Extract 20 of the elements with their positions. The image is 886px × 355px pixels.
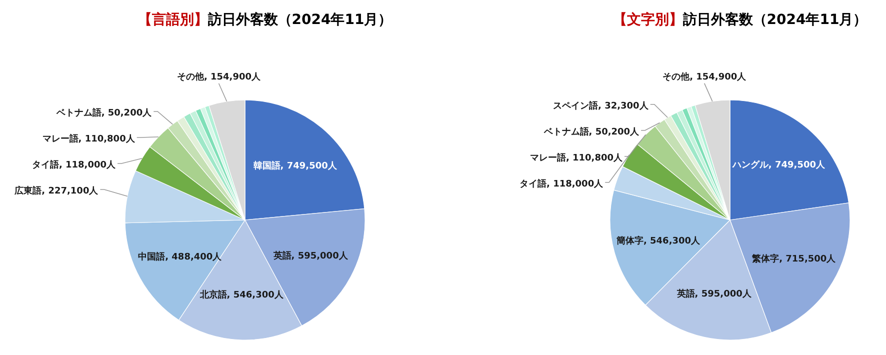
slice-label: 英語, 595,000人 bbox=[273, 250, 348, 264]
slice-label: その他, 154,900人 bbox=[176, 71, 262, 82]
slice-label: ベトナム語, 50,200人 bbox=[55, 107, 153, 118]
slice-label: マレー語, 110,800人 bbox=[530, 152, 624, 164]
slice-label: 繁体字, 715,500人 bbox=[752, 252, 836, 267]
slice-label: 簡体字, 546,300人 bbox=[616, 234, 700, 248]
slice-label: 英語, 595,000人 bbox=[676, 288, 752, 302]
chart-title: 【言語別】訪日外客数（2024年11月） bbox=[138, 11, 392, 28]
slice-label: タイ語, 118,000人 bbox=[32, 159, 117, 170]
slice-label: 広東語, 227,100人 bbox=[14, 185, 100, 196]
slice-label: ベトナム語, 50,200人 bbox=[542, 126, 640, 138]
slice-label: マレー語, 110,800人 bbox=[42, 133, 136, 144]
slice-label: スペイン語, 32,300人 bbox=[553, 100, 650, 112]
chart-title: 【文字別】訪日外客数（2024年11月） bbox=[612, 11, 868, 28]
slice-label: 北京語, 546,300人 bbox=[200, 288, 284, 303]
slice-label: その他, 154,900人 bbox=[662, 71, 748, 82]
slice-label: ハングル, 749,500人 bbox=[732, 159, 825, 172]
slice-label: タイ語, 118,000人 bbox=[520, 178, 604, 190]
slice-label: 韓国語, 749,500人 bbox=[253, 160, 337, 174]
slice-label: 中国語, 488,400人 bbox=[138, 250, 222, 265]
